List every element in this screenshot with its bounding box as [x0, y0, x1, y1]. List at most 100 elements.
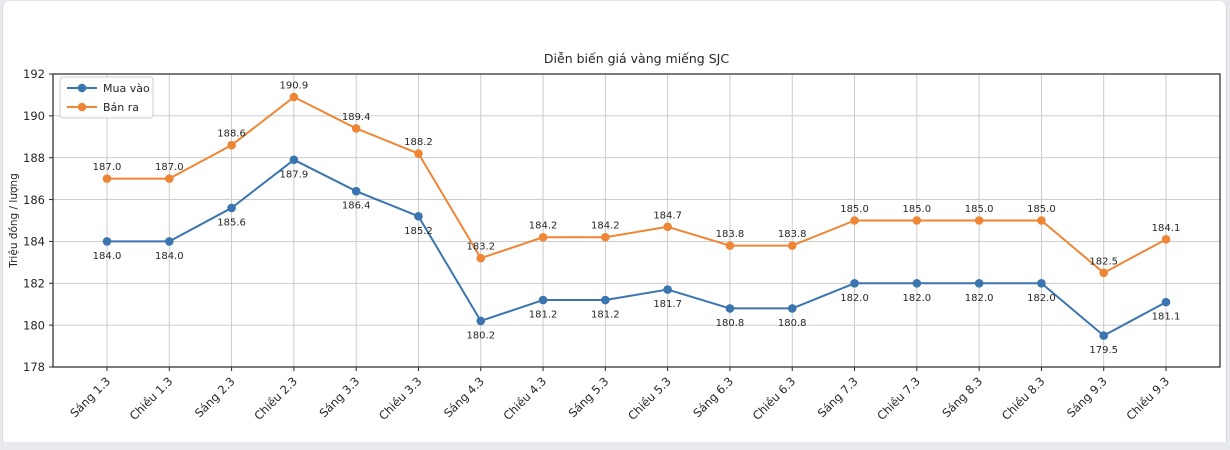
data-point-label: 181.2	[529, 310, 558, 321]
data-point-label: 183.8	[778, 229, 807, 240]
y-tick-label: 192	[23, 67, 45, 81]
y-axis-label: Triệu đồng / lượng	[8, 173, 20, 269]
data-point	[1037, 216, 1046, 225]
data-point-label: 182.0	[1027, 293, 1056, 304]
data-point	[663, 285, 672, 294]
x-tick-label: Chiều 7.3	[874, 374, 923, 423]
y-tick-label: 184	[23, 235, 45, 249]
data-point-label: 185.0	[965, 204, 994, 215]
data-point-label: 188.2	[404, 137, 433, 148]
y-tick-label: 178	[23, 360, 45, 374]
data-point-label: 185.6	[217, 217, 246, 228]
data-point-label: 184.0	[93, 251, 122, 262]
data-point-label: 182.0	[965, 293, 994, 304]
data-point-label: 190.9	[280, 81, 309, 92]
data-point	[1099, 268, 1109, 278]
data-point	[601, 295, 610, 305]
data-point	[414, 212, 423, 221]
x-tick-label: Sáng 6.3	[690, 374, 736, 420]
data-point	[1099, 331, 1109, 340]
data-point	[538, 295, 548, 305]
data-point-label: 181.7	[653, 299, 682, 310]
data-point-label: 184.2	[591, 221, 620, 232]
x-tick-label: Sáng 2.3	[192, 374, 238, 420]
data-point	[850, 216, 859, 225]
data-point	[912, 216, 922, 225]
data-point-label: 184.1	[1152, 223, 1181, 234]
x-tick-label: Chiều 5.3	[625, 374, 674, 423]
x-tick-label: Sáng 5.3	[566, 374, 612, 420]
x-tick-label: Chiều 3.3	[376, 374, 425, 423]
data-point	[1037, 278, 1046, 288]
data-point	[1161, 297, 1171, 307]
y-tick-label: 188	[23, 151, 45, 165]
chart-card: 178 180 182 184 186 188 190 192 Sáng 1.3 Chiều 1.…	[2, 0, 1227, 442]
data-point-label: 183.8	[716, 229, 745, 240]
legend-label: Mua vào	[103, 82, 150, 95]
y-tick-label: 186	[23, 193, 45, 207]
legend-label: Bán ra	[103, 101, 139, 114]
data-point	[912, 278, 922, 288]
x-tick-label: Sáng 9.3	[1064, 374, 1110, 420]
data-point-label: 184.0	[155, 251, 184, 262]
y-tick-label: 180	[23, 318, 45, 332]
x-tick-label: Sáng 8.3	[939, 374, 985, 420]
x-tick-label: Sáng 3.3	[316, 374, 362, 420]
data-point	[164, 237, 174, 246]
data-point-label: 180.8	[778, 318, 807, 329]
data-point	[414, 149, 423, 158]
data-point	[289, 92, 299, 102]
data-point	[476, 316, 486, 326]
data-point	[289, 155, 299, 165]
series-line-sell	[107, 96, 1167, 274]
x-tick-label: Chiều 4.3	[501, 374, 550, 423]
data-point-label: 179.5	[1089, 345, 1118, 356]
data-point	[227, 203, 236, 213]
data-point	[1161, 235, 1171, 244]
data-point-label: 182.0	[840, 293, 869, 304]
data-point-label: 184.7	[653, 210, 682, 221]
legend-marker	[77, 102, 87, 112]
data-point-label: 185.0	[1027, 204, 1056, 215]
data-point	[538, 232, 548, 242]
data-point	[974, 278, 984, 288]
plot-border	[52, 73, 1221, 368]
x-tick-label: Chiều 9.3	[1123, 374, 1172, 423]
x-tick-label: Sáng 4.3	[441, 374, 487, 420]
data-point-label: 183.2	[466, 242, 495, 253]
y-tick-label: 190	[23, 109, 45, 123]
data-point	[787, 241, 797, 250]
data-point	[663, 222, 672, 232]
data-point	[850, 278, 859, 288]
data-point	[601, 232, 610, 242]
x-tick-label: Chiều 6.3	[750, 374, 799, 423]
data-point	[102, 174, 112, 183]
data-point-label: 184.2	[529, 221, 558, 232]
data-point-label: 185.0	[903, 204, 932, 215]
series-line-buy	[107, 158, 1167, 337]
data-point	[102, 237, 112, 246]
data-point-label: 187.0	[93, 162, 122, 173]
data-point-label: 180.8	[716, 318, 745, 329]
data-point-label: 181.2	[591, 310, 620, 321]
data-point-label: 186.4	[342, 201, 371, 212]
chart-title: Diễn biến giá vàng miếng SJC	[544, 51, 729, 66]
x-tick-label: Chiều 8.3	[999, 374, 1048, 423]
data-point	[164, 174, 174, 183]
data-point	[725, 304, 735, 313]
data-point-label: 189.4	[342, 112, 371, 123]
data-point-label: 185.2	[404, 226, 433, 237]
data-point-label: 180.2	[466, 330, 495, 341]
data-point	[351, 124, 361, 133]
data-point-label: 187.9	[280, 169, 309, 180]
data-point-label: 182.5	[1089, 256, 1118, 267]
data-point-label: 181.1	[1152, 312, 1181, 323]
data-point-label: 182.0	[903, 293, 932, 304]
legend-marker	[77, 83, 87, 93]
data-point	[351, 186, 361, 196]
data-point-label: 188.6	[217, 129, 246, 140]
data-point	[227, 140, 236, 150]
x-tick-label: Chiều 2.3	[251, 374, 300, 423]
y-tick-label: 182	[23, 276, 45, 290]
x-tick-label: Sáng 1.3	[67, 374, 113, 420]
